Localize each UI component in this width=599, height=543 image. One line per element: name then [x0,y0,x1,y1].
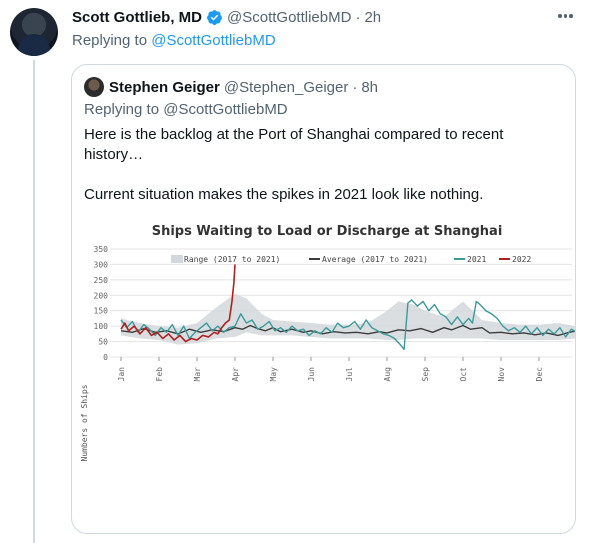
quoted-time: 8h [361,78,379,96]
x-tick-label: Apr [231,367,240,382]
tweet-time[interactable]: 2h [364,9,382,26]
quoted-text-line1: Here is the backlog at the Port of Shang… [84,126,504,163]
legend-2022-label: 2022 [512,255,531,264]
x-tick-label: Aug [383,367,392,382]
thread-line [33,60,35,543]
verified-badge-icon [207,10,222,25]
chart-y-axis-label: Numbers of Ships [80,384,89,461]
x-tick-label: Dec [535,367,544,382]
legend-2021-label: 2021 [467,255,486,264]
range-band [121,293,575,345]
replying-handle-link[interactable]: @ScottGottliebMD [151,32,276,49]
x-tick-label: Oct [459,367,468,382]
quoted-avatar [84,77,104,97]
x-tick-label: Feb [155,367,164,382]
author-avatar[interactable] [10,8,58,56]
quoted-replying-to: Replying to @ScottGottliebMD [84,101,288,118]
y-tick-label: 150 [94,307,109,316]
chart-title: Ships Waiting to Load or Discharge at Sh… [152,224,503,239]
separator-dot: · [355,9,361,26]
quoted-header: Stephen Geiger @Stephen_Geiger · 8h [84,77,378,97]
quoted-handle: @Stephen_Geiger [223,78,349,96]
x-tick-label: Nov [497,367,506,382]
x-tick-label: Sep [421,367,430,382]
replying-to: Replying to @ScottGottliebMD [72,32,276,49]
y-tick-label: 300 [94,260,109,269]
replying-prefix: Replying to [72,32,148,49]
x-tick-label: Jul [345,367,354,382]
x-tick-label: Jan [117,367,126,382]
x-tick-label: May [269,367,278,382]
quoted-text: Here is the backlog at the Port of Shang… [84,125,554,205]
chart-x-tick-labels: Jan Feb Mar Apr May Jun Jul Aug Sep Oct Nov Dec [117,357,544,381]
legend-average-label: Average (2017 to 2021) [322,255,428,264]
x-tick-label: Mar [193,367,202,382]
y-tick-label: 250 [94,276,109,285]
legend-2022: 2022 [499,255,531,264]
author-name[interactable]: Scott Gottlieb, MD [72,9,202,26]
chart-series [120,264,575,350]
legend-range-swatch [171,255,183,263]
legend-range-label: Range (2017 to 2021) [184,255,280,264]
x-tick-label: Jun [307,367,316,382]
y-tick-label: 0 [103,353,108,362]
y-tick-label: 200 [94,291,109,300]
s2022-line [120,264,236,343]
chart-y-tick-labels: 0 50 100 150 200 250 300 350 [94,245,109,362]
quoted-separator-dot: · [352,78,358,96]
y-tick-label: 50 [98,338,108,347]
s2021-line [120,299,575,350]
legend-2021: 2021 [454,255,486,264]
quoted-author-name: Stephen Geiger [109,78,220,96]
average-line [120,324,575,337]
author-handle[interactable]: @ScottGottliebMD [227,9,352,26]
y-tick-label: 100 [94,322,109,331]
tweet-header: Scott Gottlieb, MD @ScottGottliebMD · 2h [72,9,381,26]
legend-range: Range (2017 to 2021) [171,255,280,264]
chart-legend: Range (2017 to 2021) Average (2017 to 202… [171,255,531,264]
legend-average: Average (2017 to 2021) [309,255,428,264]
quoted-text-line2: Current situation makes the spikes in 20… [84,186,484,203]
ships-chart[interactable]: Ships Waiting to Load or Discharge at Sh… [72,213,575,533]
quoted-tweet[interactable]: Stephen Geiger @Stephen_Geiger · 8h Repl… [71,64,576,534]
more-options-icon[interactable] [558,11,576,21]
y-tick-label: 350 [94,245,109,254]
